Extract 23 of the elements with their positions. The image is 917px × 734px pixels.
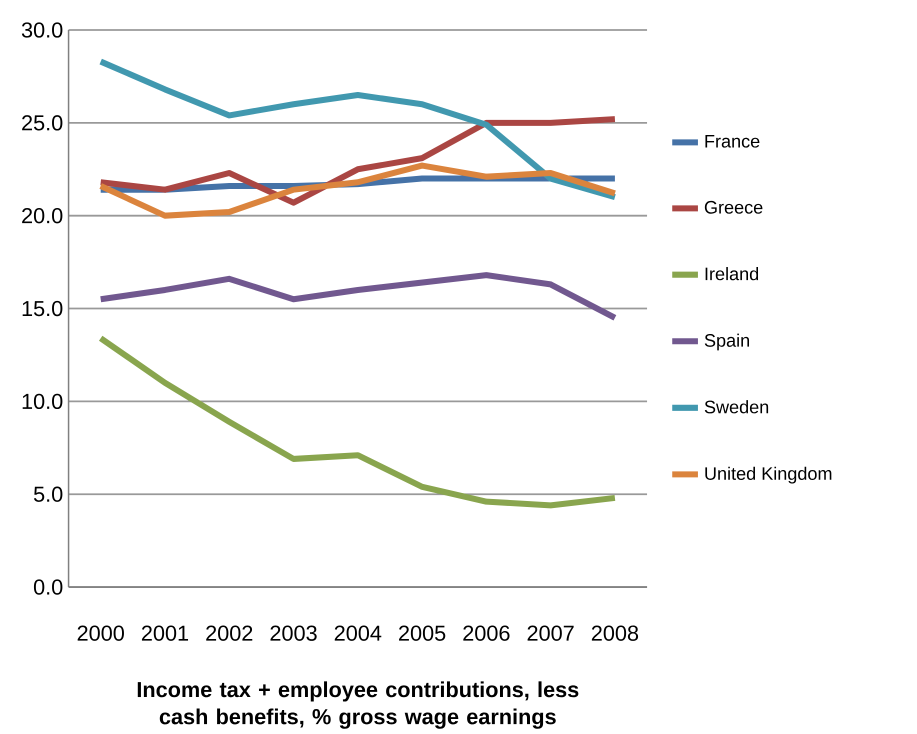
- x-tick-label: 2003: [270, 626, 317, 641]
- x-tick-label: 2007: [528, 626, 574, 641]
- y-tick-label: 15.0: [22, 300, 62, 316]
- x-axis-title: Income tax + employee contributions, less cash benefits, % gross wage earnings: [138, 681, 578, 729]
- legend-label: Sweden: [704, 400, 768, 414]
- x-tick-label: 2006: [463, 626, 510, 641]
- legend-label: Ireland: [706, 267, 758, 280]
- x-tick-label: 2004: [334, 626, 382, 641]
- legend-label: Spain: [704, 334, 750, 351]
- legend-label: France: [705, 135, 760, 148]
- legend-label: Greece: [704, 201, 762, 214]
- y-tick-label: 20.0: [22, 208, 62, 224]
- y-tick-label: 30.0: [22, 22, 62, 38]
- x-tick-label: 2000: [78, 626, 124, 641]
- legend-label: United Kingdom: [705, 466, 832, 484]
- y-tick-label: 25.0: [22, 115, 62, 131]
- y-tick-label: 5.0: [34, 486, 62, 502]
- y-tick-label: 10.0: [22, 394, 62, 410]
- x-tick-label: 2005: [399, 626, 446, 641]
- x-tick-label: 2008: [592, 626, 638, 641]
- x-tick-label: 2002: [206, 626, 252, 641]
- x-tick-label: 2001: [142, 626, 188, 641]
- y-tick-label: 0.0: [34, 579, 62, 595]
